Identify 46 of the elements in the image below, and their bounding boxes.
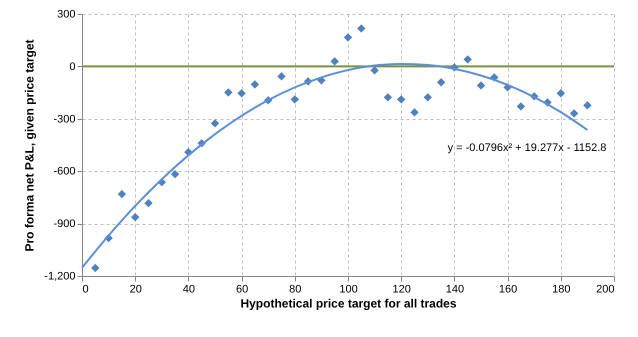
- point: [118, 190, 126, 198]
- y-tick-label: 300: [57, 8, 76, 20]
- point: [224, 88, 232, 97]
- y-tick-label: 0: [69, 60, 76, 73]
- x-tick-label: 0: [82, 284, 89, 296]
- point: [91, 264, 100, 272]
- point: [344, 33, 352, 42]
- point: [357, 24, 366, 33]
- y-tick-label: -900: [53, 218, 76, 230]
- point: [210, 119, 220, 128]
- point: [370, 66, 379, 75]
- x-tick-label: 140: [446, 284, 464, 296]
- point: [476, 81, 486, 90]
- point: [330, 57, 339, 66]
- point: [170, 170, 180, 178]
- point: [384, 93, 392, 102]
- point: [570, 109, 578, 118]
- point: [144, 198, 153, 208]
- point: [237, 89, 246, 98]
- x-tick-label: 200: [596, 284, 614, 296]
- point: [556, 89, 565, 98]
- point: [464, 55, 472, 64]
- point: [397, 95, 406, 104]
- point: [583, 101, 592, 110]
- point: [424, 93, 432, 102]
- point: [250, 80, 260, 89]
- x-tick-label: 20: [130, 284, 142, 296]
- x-tick-label: 60: [236, 284, 248, 296]
- x-axis-title: Hypothetical price target for all trades: [240, 296, 457, 310]
- point: [290, 95, 299, 104]
- y-axis-title: Pro forma net P&L, given price target: [22, 39, 36, 252]
- x-tick-label: 160: [498, 284, 518, 296]
- x-tick-label: 180: [552, 284, 570, 296]
- annotation: y = -0.0796x² + 19.277x - 1152.8: [448, 142, 606, 154]
- x-tick-label: 40: [182, 284, 196, 296]
- y-tick-label: -600: [53, 166, 76, 178]
- point: [516, 102, 526, 111]
- point: [410, 108, 419, 117]
- point: [277, 72, 286, 81]
- x-tick-label: 120: [392, 284, 411, 296]
- point: [131, 212, 140, 222]
- point: [436, 78, 446, 86]
- x-tick-label: 100: [339, 284, 358, 296]
- y-tick-label: -1,200: [44, 270, 76, 282]
- y-tick-label: -300: [53, 113, 76, 126]
- x-tick-label: 80: [289, 284, 302, 296]
